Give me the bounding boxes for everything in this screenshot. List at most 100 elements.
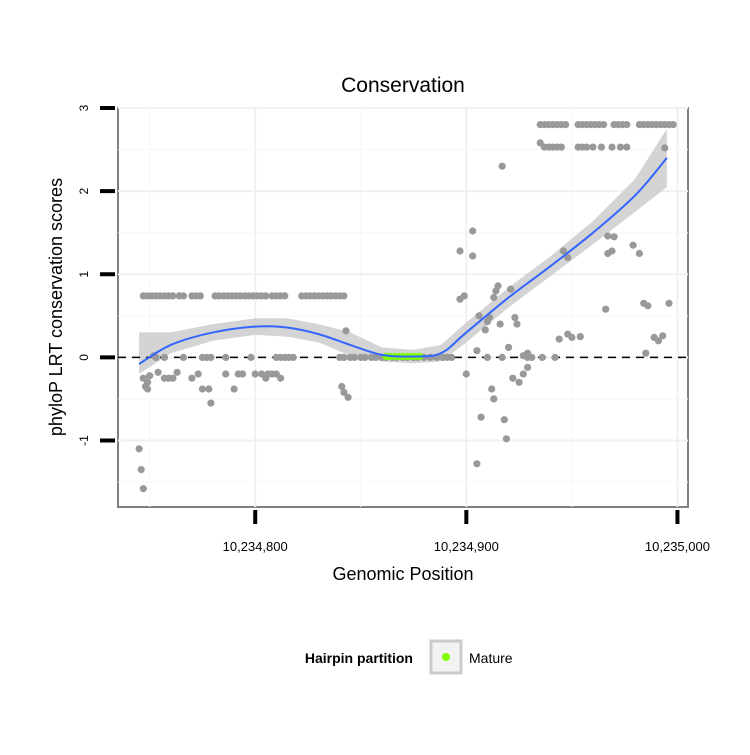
data-point xyxy=(154,368,162,376)
data-point xyxy=(568,333,576,341)
data-point xyxy=(524,363,532,371)
data-point xyxy=(557,143,565,151)
data-point xyxy=(509,374,517,382)
data-point xyxy=(196,292,204,300)
data-point xyxy=(597,143,606,151)
y-tick-label: 0 xyxy=(77,354,91,361)
y-tick-label: -1 xyxy=(77,435,91,446)
data-point xyxy=(483,353,491,361)
data-point xyxy=(562,121,570,129)
data-point xyxy=(498,162,506,170)
data-point xyxy=(460,292,468,300)
data-point xyxy=(247,353,255,361)
data-point xyxy=(477,413,485,421)
data-point xyxy=(205,385,213,393)
data-point xyxy=(340,353,348,361)
chart-title: Conservation xyxy=(341,74,465,97)
data-point xyxy=(629,241,637,249)
data-point xyxy=(496,320,504,328)
data-point xyxy=(277,374,285,382)
data-point xyxy=(610,233,618,241)
data-point xyxy=(289,353,297,361)
data-point xyxy=(361,353,369,361)
data-point xyxy=(469,227,477,235)
data-point xyxy=(251,370,259,378)
data-point xyxy=(642,349,650,357)
data-point xyxy=(262,292,270,300)
data-point xyxy=(644,302,652,310)
data-point xyxy=(608,143,616,151)
data-point xyxy=(372,353,380,361)
data-point xyxy=(169,292,177,300)
data-point xyxy=(513,320,521,328)
data-point xyxy=(515,378,523,386)
data-point xyxy=(139,485,147,493)
data-points xyxy=(135,121,677,493)
data-point xyxy=(146,372,154,380)
data-point xyxy=(502,435,510,443)
data-point xyxy=(600,121,608,129)
data-point xyxy=(494,282,502,290)
data-point xyxy=(137,466,145,474)
data-point xyxy=(222,353,230,361)
data-point xyxy=(179,292,187,300)
data-point xyxy=(462,370,470,378)
data-point xyxy=(604,232,612,240)
smooth-line xyxy=(138,157,668,365)
data-point xyxy=(589,143,597,151)
data-point xyxy=(179,353,187,361)
data-point xyxy=(659,332,667,340)
data-point xyxy=(608,247,616,255)
data-point xyxy=(500,416,508,424)
data-point xyxy=(498,353,506,361)
y-tick-label: 3 xyxy=(77,104,91,111)
data-point xyxy=(222,370,230,378)
data-point xyxy=(551,353,559,361)
data-point xyxy=(602,305,610,313)
data-point xyxy=(564,254,572,262)
data-point xyxy=(207,353,215,361)
data-point xyxy=(473,460,481,468)
data-point xyxy=(448,353,456,361)
data-point xyxy=(342,327,350,335)
data-point xyxy=(538,353,546,361)
data-point xyxy=(661,144,669,152)
data-point xyxy=(230,385,238,393)
data-point xyxy=(207,399,215,407)
data-point xyxy=(583,143,591,151)
y-axis-title: phyloP LRT conservation scores xyxy=(46,178,66,436)
data-point xyxy=(198,385,206,393)
smooth-fit-line xyxy=(138,157,668,365)
data-point xyxy=(519,352,527,360)
y-axis-ticks: -1 0 1 2 3 xyxy=(77,104,115,446)
data-point xyxy=(505,343,513,351)
legend-key-box xyxy=(429,639,463,675)
data-point xyxy=(519,370,527,378)
data-point xyxy=(194,370,202,378)
data-point xyxy=(576,333,584,341)
data-point xyxy=(623,143,631,151)
legend-mature-dot xyxy=(442,653,450,661)
legend-mature-label: Mature xyxy=(469,650,513,666)
data-point xyxy=(475,312,483,320)
data-point xyxy=(507,285,515,293)
data-point xyxy=(344,393,352,401)
x-axis-ticks: 10,234,800 10,234,900 10,235,000 xyxy=(223,510,710,554)
x-axis-title: Genomic Position xyxy=(332,564,473,584)
legend: Hairpin partition Mature xyxy=(305,639,513,675)
data-point xyxy=(281,292,289,300)
plot-panel xyxy=(117,107,689,508)
data-point xyxy=(188,374,196,382)
data-point xyxy=(469,252,477,260)
data-point xyxy=(473,347,481,355)
data-point xyxy=(481,326,489,334)
data-point xyxy=(490,293,498,302)
y-tick-label: 1 xyxy=(77,271,91,278)
x-tick-label: 10,234,800 xyxy=(223,539,288,554)
data-point xyxy=(511,313,519,322)
legend-title: Hairpin partition xyxy=(305,650,413,666)
data-point xyxy=(144,385,152,393)
data-point xyxy=(239,370,247,378)
